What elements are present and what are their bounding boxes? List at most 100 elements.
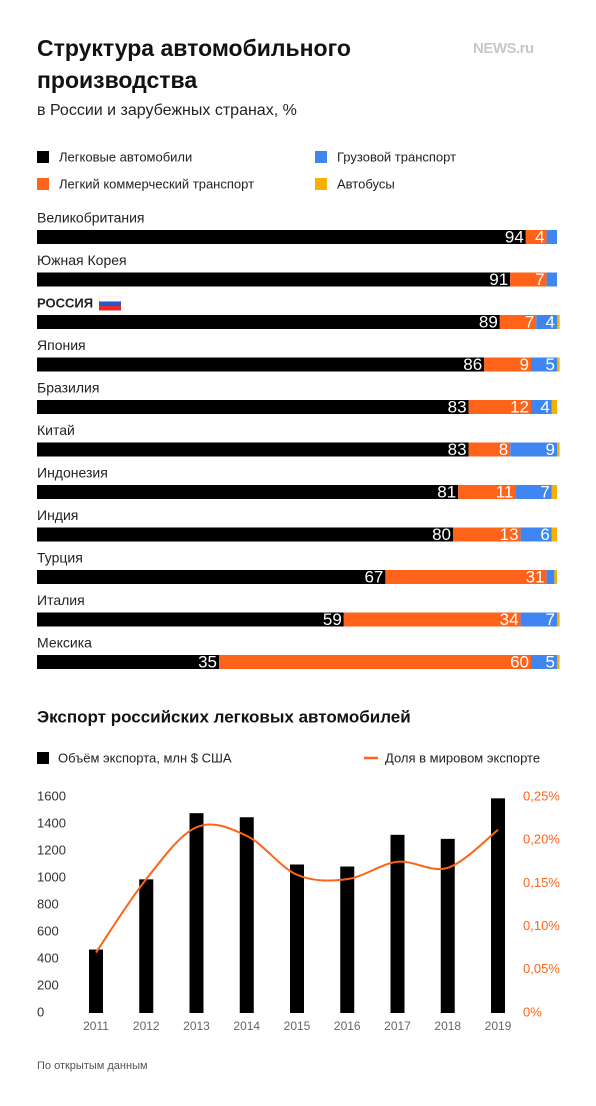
bar-segment: [37, 485, 459, 499]
value-label: 6: [540, 525, 549, 544]
value-label: 80: [432, 525, 451, 544]
value-label: 34: [500, 610, 519, 629]
y-tick-label: 600: [37, 923, 59, 938]
bar-segment: [37, 442, 469, 457]
y2-tick-label: 0,20%: [523, 832, 560, 847]
y-tick-label: 1000: [37, 869, 66, 884]
flag-red: [99, 306, 121, 311]
category-label: Великобритания: [37, 210, 145, 226]
legend-swatch: [315, 178, 327, 190]
chart-title: Экспорт российских легковых автомобилей: [37, 707, 411, 726]
value-label: 9: [520, 355, 529, 374]
bar-segment: [510, 272, 547, 287]
value-label: 7: [525, 312, 534, 331]
value-label: 91: [489, 270, 508, 289]
source: По открытым данным: [37, 1060, 148, 1072]
value-label: 7: [535, 270, 544, 289]
legend-label: Объём экспорта, млн $ США: [58, 750, 232, 765]
x-tick-label: 2013: [183, 1019, 210, 1033]
category-label: РОССИЯ: [37, 295, 93, 310]
bar: [290, 864, 304, 1013]
value-label: 4: [546, 312, 555, 331]
x-tick-label: 2016: [334, 1019, 361, 1033]
category-label: Индонезия: [37, 465, 108, 481]
x-tick-label: 2014: [233, 1019, 260, 1033]
value-label: 86: [463, 355, 482, 374]
legend-swatch: [37, 151, 49, 163]
bar-segment: [557, 357, 560, 372]
value-label: 4: [535, 227, 544, 246]
bar-segment: [458, 485, 516, 499]
bar-segment: [520, 527, 552, 542]
value-label: 83: [448, 397, 467, 416]
bar: [390, 834, 405, 1013]
bar-segment: [468, 442, 511, 457]
y2-tick-label: 0,25%: [523, 788, 560, 803]
line: [95, 823, 499, 954]
value-label: 5: [546, 355, 555, 374]
bar-segment: [551, 400, 557, 414]
bar-segment: [385, 570, 547, 584]
bar-segment: [531, 400, 552, 414]
bar-segment: [551, 485, 557, 499]
value-label: 5: [546, 652, 555, 671]
category-label: Бразилия: [37, 380, 99, 396]
y-tick-label: 400: [37, 950, 59, 965]
value-label: 31: [526, 567, 545, 586]
bar-segment: [37, 612, 344, 627]
bar-segment: [531, 655, 557, 669]
value-label: 7: [546, 610, 555, 629]
category-label: Италия: [37, 592, 85, 608]
bar-segment: [453, 527, 521, 542]
value-label: 9: [546, 440, 555, 459]
legend-label: Легковые автомобили: [59, 149, 192, 164]
bar-segment: [546, 272, 557, 287]
y-tick-label: 800: [37, 896, 59, 911]
flag-white: [98, 296, 122, 302]
bar-segment: [37, 655, 219, 669]
bar: [89, 949, 103, 1013]
category-label: Китай: [37, 422, 75, 438]
bar: [139, 879, 154, 1013]
bar-segment: [37, 230, 526, 244]
x-tick-label: 2012: [133, 1019, 160, 1033]
logo: NEWS.ru: [473, 40, 534, 57]
y2-tick-label: 0,05%: [523, 961, 560, 976]
bar-segment: [510, 442, 557, 457]
bar: [239, 817, 254, 1013]
legend-swatch: [37, 752, 49, 764]
legend-label: Автобусы: [337, 176, 395, 191]
value-label: 7: [540, 482, 549, 501]
bar-segment: [554, 570, 557, 584]
y-tick-label: 0: [37, 1004, 44, 1019]
value-label: 83: [448, 440, 467, 459]
value-label: 94: [505, 227, 524, 246]
flag-blue: [99, 301, 121, 306]
value-label: 11: [496, 482, 514, 501]
bar: [340, 866, 355, 1013]
y-tick-label: 1600: [37, 788, 66, 803]
y-tick-label: 200: [37, 977, 59, 992]
bar-segment: [343, 612, 521, 627]
bar-segment: [557, 655, 560, 669]
bar-segment: [546, 230, 557, 244]
value-label: 81: [437, 482, 456, 501]
category-label: Турция: [37, 550, 83, 566]
x-tick-label: 2017: [384, 1019, 411, 1033]
bar-segment: [37, 527, 453, 542]
bar-segment: [551, 527, 557, 542]
value-label: 12: [510, 397, 529, 416]
legend-swatch: [315, 151, 327, 163]
legend-swatch: [37, 178, 49, 190]
bar-segment: [531, 357, 557, 372]
bar-segment: [484, 357, 531, 372]
bar-segment: [525, 230, 547, 244]
value-label: 89: [479, 312, 498, 331]
y2-tick-label: 0,10%: [523, 918, 560, 933]
bar: [440, 838, 455, 1013]
x-tick-label: 2011: [83, 1019, 109, 1033]
category-label: Япония: [37, 337, 86, 353]
y-tick-label: 1200: [37, 842, 66, 857]
